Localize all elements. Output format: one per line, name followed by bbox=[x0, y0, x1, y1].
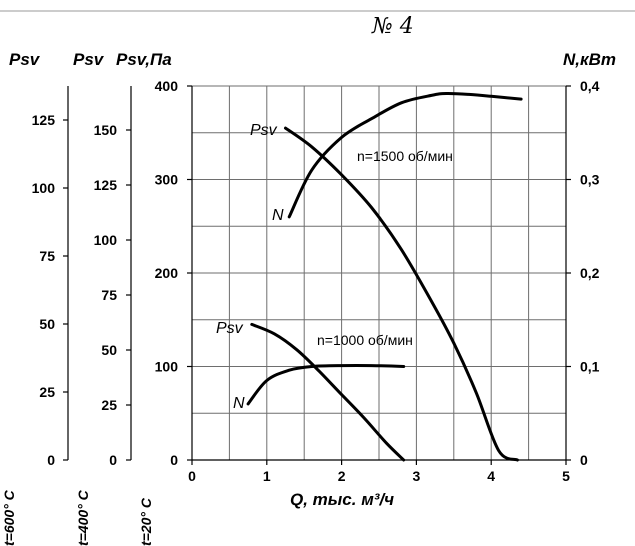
left-axis-tick-label: 200 bbox=[155, 265, 179, 281]
left-axis-header-600: Psv bbox=[9, 50, 41, 69]
left-axis-tick-label: 100 bbox=[94, 232, 118, 248]
right-axis-tick-label: 0,3 bbox=[580, 172, 600, 188]
curve-psv-1000 bbox=[250, 322, 406, 462]
chart-title: № 4 bbox=[371, 14, 414, 39]
right-axis-tick-label: 0,2 bbox=[580, 265, 600, 281]
curve-n-1000 bbox=[246, 363, 406, 406]
x-axis-tick-label: 0 bbox=[188, 468, 196, 484]
curve-n-1500 bbox=[287, 91, 523, 219]
left-axis-tick-label: 125 bbox=[94, 177, 118, 193]
left-axis-tick-label: 50 bbox=[101, 342, 117, 358]
speed-1500-label: n=1500 об/мин bbox=[357, 148, 453, 164]
x-axis-tick-label: 3 bbox=[413, 468, 421, 484]
left-axis-header-400: Psv bbox=[73, 50, 105, 69]
x-axis-tick-label: 1 bbox=[263, 468, 271, 484]
x-axis-label: Q, тыс. м³/ч bbox=[290, 490, 394, 509]
right-axis-header: N,кВт bbox=[563, 50, 616, 69]
left-axis-tick-label: 75 bbox=[101, 287, 117, 303]
left-axis-tick-label: 100 bbox=[155, 359, 179, 375]
curve-psv-1500 bbox=[284, 126, 519, 462]
x-axis-tick-label: 4 bbox=[487, 468, 495, 484]
speed-1000-label: n=1000 об/мин bbox=[317, 332, 413, 348]
x-axis-tick-label: 2 bbox=[338, 468, 346, 484]
left-axis-tick-label: 100 bbox=[32, 180, 56, 196]
right-axis-tick-label: 0 bbox=[580, 452, 588, 468]
left-axis-tick-label: 150 bbox=[94, 122, 118, 138]
left-axis-tick-label: 0 bbox=[47, 452, 55, 468]
tick-labels: 0255075100125025507510012515001002003004… bbox=[32, 78, 600, 484]
temperature-label-600: t=600° C bbox=[1, 489, 17, 546]
curves bbox=[246, 91, 523, 462]
left-axis-tick-label: 0 bbox=[170, 452, 178, 468]
n-1500-label: N bbox=[272, 207, 284, 224]
x-axis-tick-label: 5 bbox=[562, 468, 570, 484]
left-axis-tick-label: 300 bbox=[155, 172, 179, 188]
left-axis-tick-label: 125 bbox=[32, 112, 56, 128]
n-1000-label: N bbox=[233, 395, 245, 412]
temperature-label-20: t=20° C bbox=[138, 497, 154, 546]
right-axis-tick-label: 0,4 bbox=[580, 78, 600, 94]
left-axis-tick-label: 75 bbox=[39, 248, 55, 264]
left-axis-tick-label: 400 bbox=[155, 78, 179, 94]
left-axis-tick-label: 25 bbox=[101, 397, 117, 413]
right-axis-tick-label: 0,1 bbox=[580, 359, 600, 375]
psv-1500-label: Psv bbox=[250, 122, 278, 139]
left-axis-header-20: Psv,Па bbox=[116, 50, 172, 69]
psv-1000-label: Psv bbox=[216, 320, 244, 337]
axes bbox=[63, 85, 571, 465]
left-axis-tick-label: 0 bbox=[109, 452, 117, 468]
left-axis-tick-label: 50 bbox=[39, 316, 55, 332]
left-axis-tick-label: 25 bbox=[39, 384, 55, 400]
temperature-label-400: t=400° C bbox=[75, 489, 91, 546]
